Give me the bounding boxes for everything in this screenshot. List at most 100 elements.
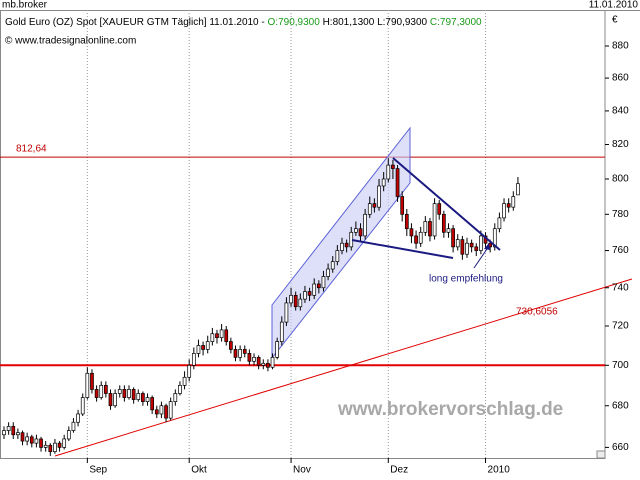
legend-open: O:790,9300 — [268, 17, 321, 28]
candle-body — [34, 438, 39, 444]
candle-body — [497, 217, 502, 230]
x-tick-label: Sep — [89, 465, 107, 476]
candle-body — [85, 372, 90, 398]
candle-body — [511, 196, 516, 208]
candle-body — [465, 242, 469, 255]
candle-body — [469, 242, 474, 248]
candle-body — [94, 389, 99, 398]
candle-body — [446, 228, 451, 233]
candle-body — [372, 203, 377, 208]
candle-body — [6, 426, 11, 431]
x-tick-label: Okt — [191, 465, 207, 476]
candle-body — [178, 385, 182, 394]
candle-body — [62, 438, 67, 448]
candle-body — [340, 242, 344, 251]
candle-body — [53, 442, 57, 452]
candle-body — [57, 442, 62, 448]
candle-body — [150, 397, 155, 411]
candle-body — [391, 164, 395, 169]
candle-body — [66, 430, 71, 440]
candle-body — [432, 203, 437, 237]
candle-body — [428, 221, 432, 237]
candle-body — [358, 228, 363, 237]
legend-close: C:797,3000 — [430, 17, 482, 28]
candle-body — [39, 438, 43, 448]
candle-body — [219, 329, 224, 339]
triangle-upper — [392, 157, 501, 251]
candle-body — [367, 203, 372, 215]
candle-body — [11, 426, 16, 436]
triangle-lower — [351, 239, 454, 259]
candle-body — [460, 239, 465, 255]
legend-source: © www.tradesignalonline.com — [5, 36, 136, 47]
y-tick-label: 740 — [612, 282, 629, 293]
candle-body — [316, 283, 321, 289]
x-tick-label: Dez — [390, 465, 408, 476]
y-tick-label: 820 — [612, 139, 629, 150]
candle-body — [330, 261, 335, 270]
header-left: mb.broker — [2, 0, 48, 11]
candle-body — [2, 430, 6, 436]
y-tick-label: 780 — [612, 209, 629, 220]
candle-body — [256, 356, 261, 366]
legend-low: L:790,9300 — [377, 17, 427, 28]
candle-body — [242, 349, 247, 354]
candle-body — [159, 405, 164, 415]
candle-body — [492, 228, 497, 248]
candle-body — [168, 401, 173, 419]
candle-body — [386, 164, 391, 180]
annotation-arrow — [473, 245, 490, 269]
candle-body — [479, 235, 483, 251]
candle-body — [395, 168, 400, 197]
candle-body — [354, 228, 358, 233]
candle-body — [99, 385, 104, 398]
candle-body — [502, 203, 506, 219]
candle-body — [423, 221, 428, 233]
candle-body — [127, 389, 131, 398]
candle-body — [136, 393, 141, 400]
candle-body — [117, 389, 122, 394]
candle-body — [437, 203, 442, 215]
candle-body — [238, 349, 242, 358]
candle-body — [414, 235, 418, 244]
candle-body — [293, 294, 298, 308]
legend-name: Gold Euro (OZ) Spot [XAUEUR GTM Täglich]… — [5, 17, 265, 28]
candle-body — [90, 372, 94, 390]
candle-body — [201, 345, 205, 350]
plot-border — [0, 10, 606, 459]
candle-body — [215, 333, 219, 339]
candle-body — [451, 228, 455, 248]
x-tick-label: 2010 — [488, 465, 511, 476]
annotation: long empfehlung — [429, 274, 503, 285]
candle-body — [279, 321, 284, 342]
candle-body — [247, 353, 252, 362]
candle-body — [131, 389, 136, 400]
horizontal-line-label: 812,64 — [16, 144, 47, 155]
candle-body — [303, 291, 307, 300]
y-tick-label: 760 — [612, 245, 629, 256]
y-tick-label: 800 — [612, 174, 629, 185]
candle-body — [154, 409, 159, 415]
candle-body — [224, 329, 229, 342]
candle-body — [187, 364, 192, 378]
candle-body — [409, 228, 414, 237]
candle-body — [404, 213, 409, 230]
x-tick-label: Nov — [293, 465, 311, 476]
candles — [2, 158, 520, 456]
candle-body — [261, 362, 266, 366]
candle-body — [275, 341, 280, 358]
candle-body — [381, 178, 386, 187]
candle-body — [400, 196, 405, 215]
candle-body — [210, 333, 215, 342]
trendline — [54, 278, 633, 457]
y-tick-label: 860 — [612, 73, 629, 84]
candle-body — [229, 341, 233, 350]
candle-body — [16, 432, 20, 436]
candle-body — [122, 389, 127, 398]
candle-body — [516, 183, 520, 196]
candle-body — [474, 246, 479, 251]
grid — [0, 10, 605, 458]
legend-high: H:801,1300 — [323, 17, 375, 28]
